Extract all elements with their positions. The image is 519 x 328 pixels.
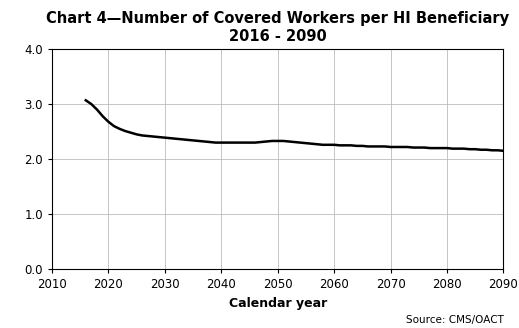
X-axis label: Calendar year: Calendar year <box>228 297 327 310</box>
Text: Source: CMS/OACT: Source: CMS/OACT <box>405 315 503 325</box>
Title: Chart 4—Number of Covered Workers per HI Beneficiary
2016 - 2090: Chart 4—Number of Covered Workers per HI… <box>46 11 509 44</box>
